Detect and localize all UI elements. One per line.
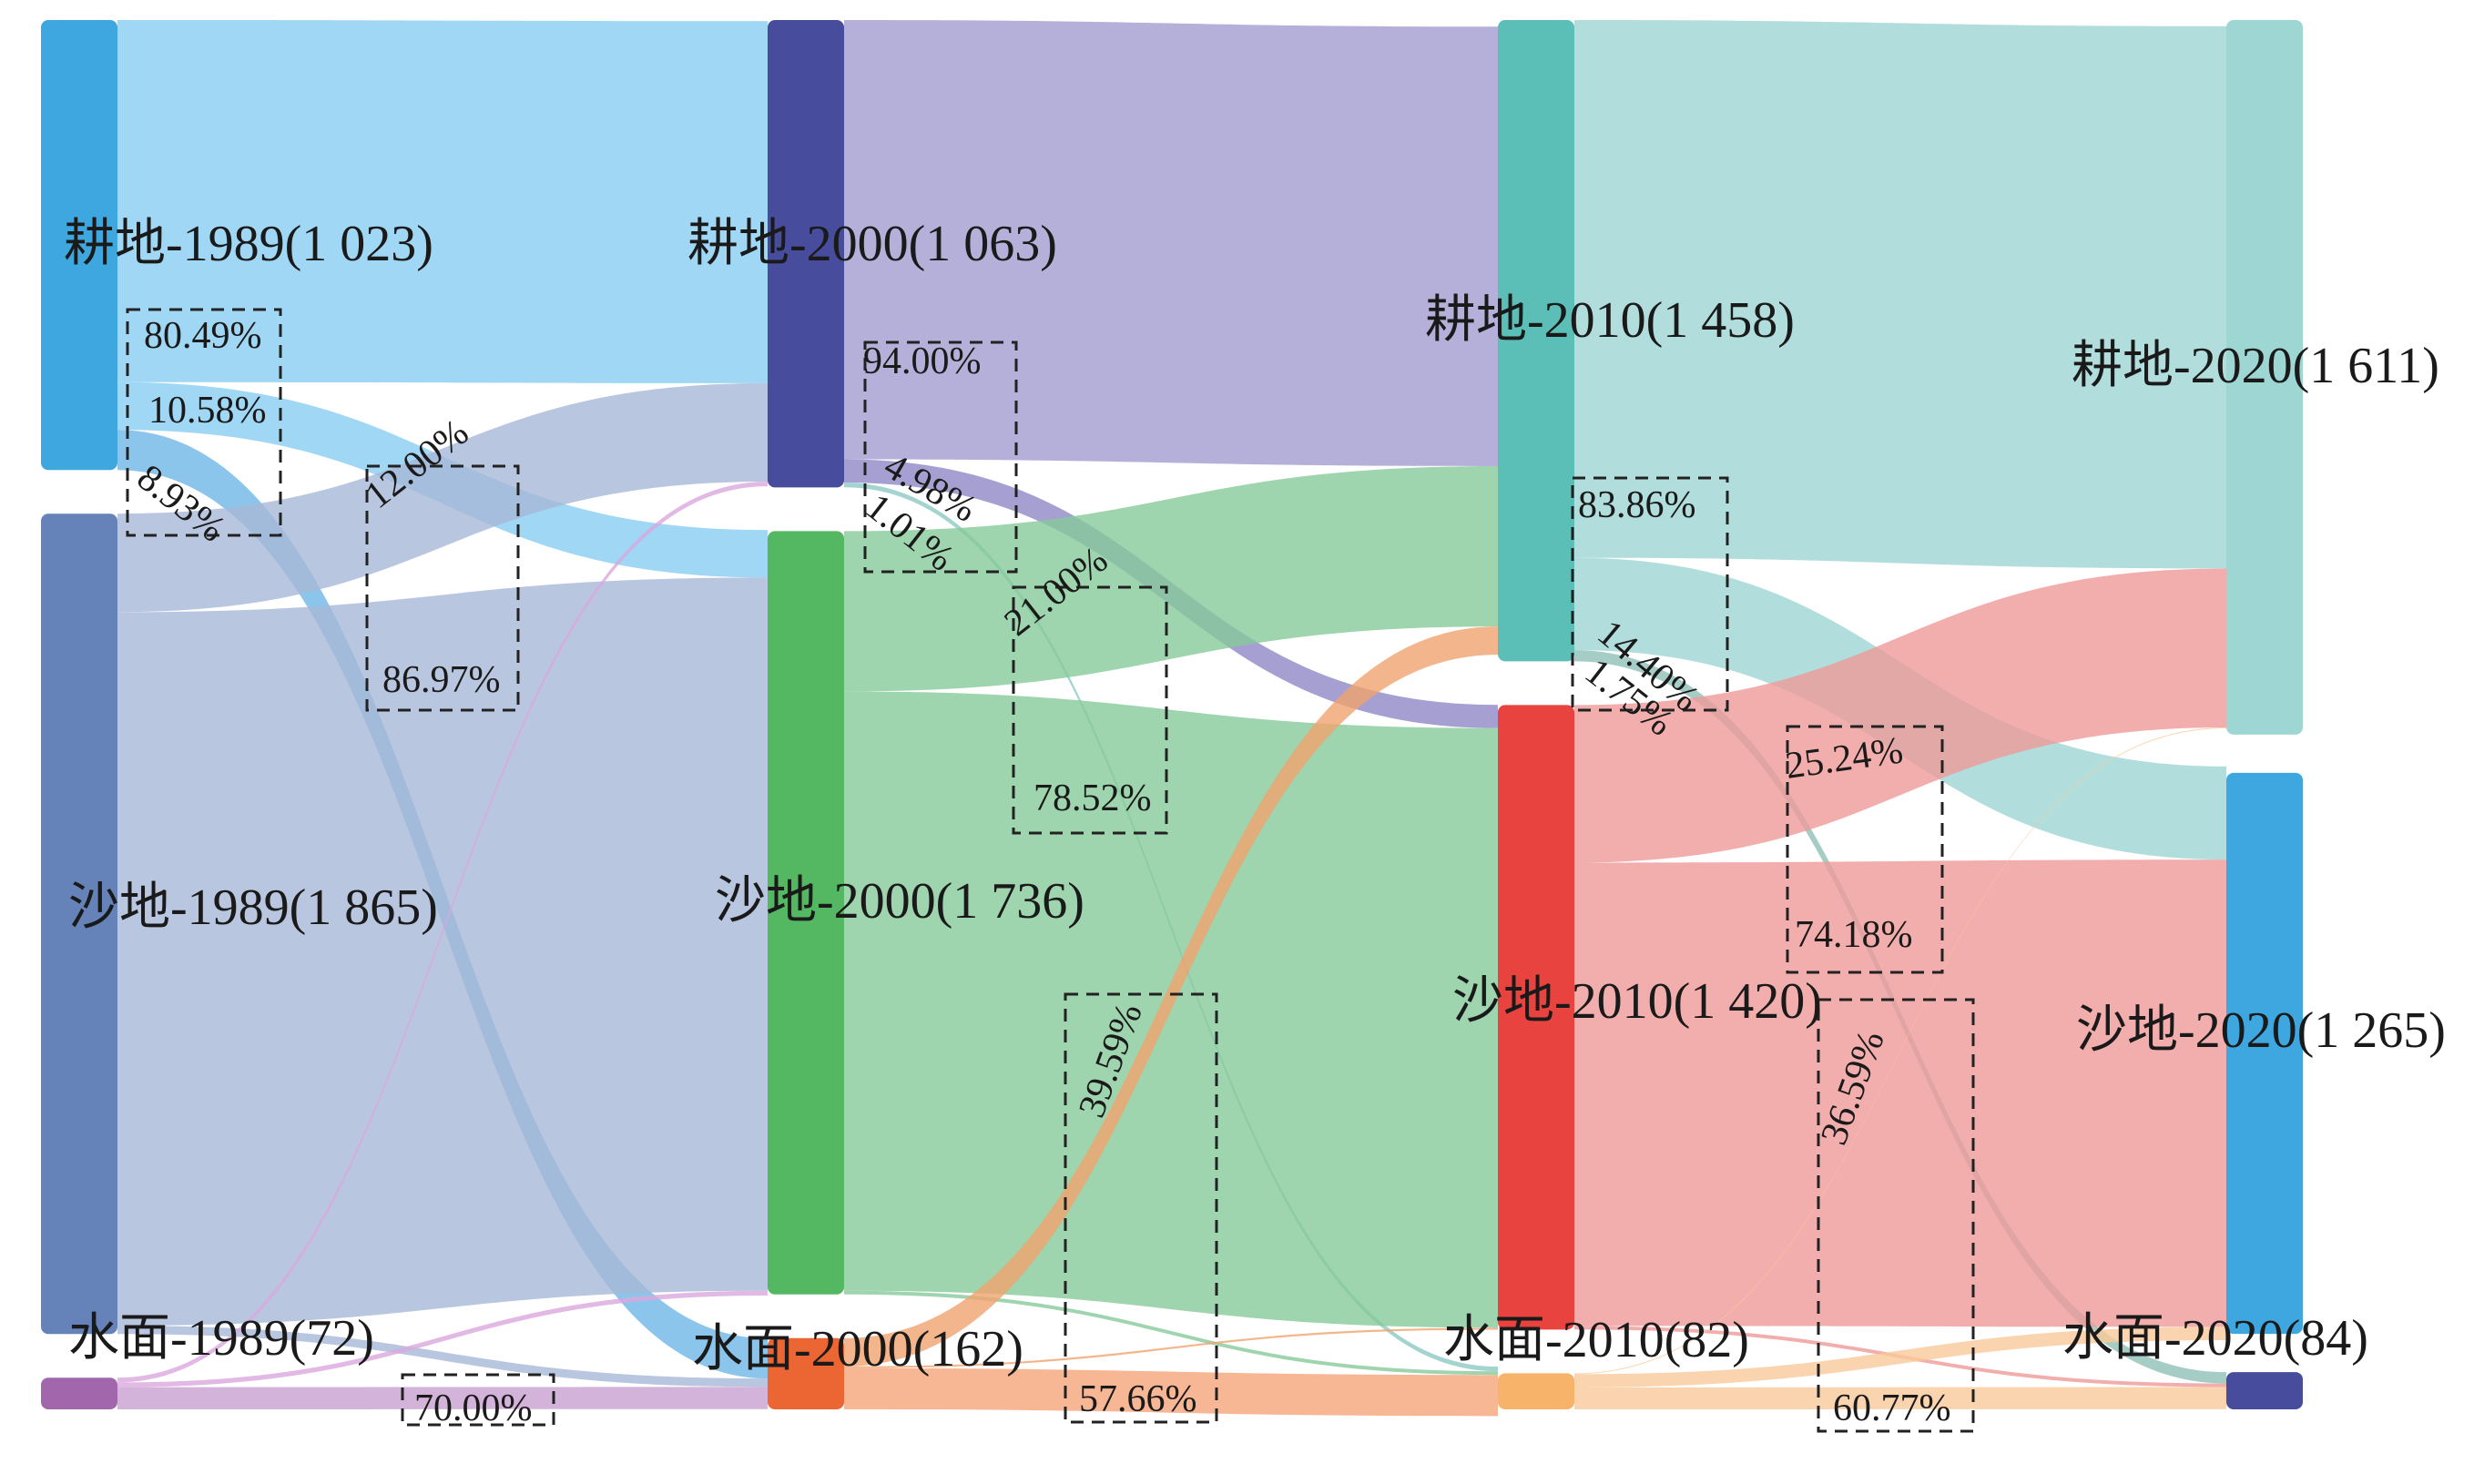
- flow-f2010-to-f2020: [1574, 20, 2226, 569]
- percent-label-6: 94.00%: [863, 341, 982, 382]
- flow-w1989-to-f2000: [117, 481, 768, 1383]
- percent-label-19: 60.77%: [1833, 1387, 1951, 1429]
- percent-label-4: 86.97%: [382, 659, 501, 701]
- percent-box-5: [1064, 992, 1218, 1424]
- percent-label-5: 70.00%: [414, 1387, 533, 1429]
- node-w2020: [2226, 1372, 2303, 1409]
- percent-box-4: [1012, 585, 1168, 835]
- node-s1989: [41, 513, 117, 1335]
- flow-s1989-to-s2000: [117, 577, 768, 1326]
- node-f2010: [1498, 20, 1574, 662]
- percent-box-1: [365, 464, 520, 712]
- node-s2020: [2226, 772, 2303, 1335]
- percent-label-0: 80.49%: [144, 315, 262, 357]
- node-w2000: [768, 1337, 844, 1409]
- percent-box-2: [401, 1373, 555, 1427]
- flow-s2010-to-f2020: [1574, 568, 2226, 863]
- flow-s1989-to-f2000: [117, 382, 768, 613]
- node-label-s2000: 沙地-2000(1 736): [715, 873, 1084, 930]
- percent-label-13: 83.86%: [1578, 484, 1696, 526]
- flow-w2000-to-w2010: [844, 1367, 1498, 1417]
- percent-box-3: [863, 341, 1018, 574]
- node-w2010: [1498, 1373, 1574, 1409]
- node-w1989: [41, 1377, 117, 1409]
- flow-s2000-to-w2010: [844, 1290, 1498, 1376]
- node-label-w2010: 水面-2010(82): [1443, 1312, 1749, 1368]
- node-label-f1989: 耕地-1989(1 023): [64, 216, 433, 272]
- percent-label-12: 57.66%: [1079, 1378, 1197, 1420]
- node-s2010: [1498, 705, 1574, 1330]
- flow-w2000-to-s2010: [844, 1327, 1498, 1368]
- node-f1989: [41, 20, 117, 471]
- percent-label-10: 78.52%: [1033, 778, 1152, 819]
- flow-s2010-to-s2020: [1574, 859, 2226, 1327]
- flow-w2010-to-s2020: [1574, 1326, 2226, 1387]
- flow-w1989-to-w2000: [117, 1387, 768, 1409]
- flow-s1989-to-w2000: [117, 1325, 768, 1387]
- links-layer: [117, 20, 2226, 1417]
- node-label-s2020: 沙地-2020(1 265): [2076, 1002, 2446, 1059]
- node-f2000: [768, 20, 844, 488]
- node-s2000: [768, 531, 844, 1295]
- percent-boxes-layer: [126, 308, 1975, 1433]
- node-label-f2000: 耕地-2000(1 063): [687, 216, 1057, 272]
- flow-f1989-to-f2000: [117, 20, 768, 383]
- node-label-f2020: 耕地-2020(1 611): [2072, 338, 2439, 394]
- percent-box-7: [1786, 725, 1944, 974]
- flow-s2000-to-f2010: [844, 465, 1498, 692]
- nodes-layer: [41, 20, 2303, 1409]
- percent-box-6: [1571, 476, 1729, 712]
- node-label-w1989: 水面-1989(72): [68, 1310, 374, 1367]
- flow-w2010-to-f2020: [1574, 727, 2226, 1375]
- node-label-f2010: 耕地-2010(1 458): [1425, 292, 1795, 349]
- flow-w1989-to-s2000: [117, 1290, 768, 1387]
- percent-label-1: 10.58%: [148, 390, 267, 432]
- node-f2020: [2226, 20, 2303, 735]
- node-label-w2020: 水面-2020(84): [2062, 1310, 2368, 1367]
- node-label-s2010: 沙地-2010(1 420): [1452, 973, 1822, 1030]
- flow-f2000-to-f2010: [844, 20, 1498, 466]
- percent-label-17: 74.18%: [1795, 914, 1913, 956]
- flow-w2010-to-w2020: [1574, 1387, 2226, 1409]
- node-label-w2000: 水面-2000(162): [692, 1321, 1023, 1377]
- flow-w2000-to-f2010: [844, 626, 1498, 1367]
- node-label-s1989: 沙地-1989(1 865): [68, 879, 438, 936]
